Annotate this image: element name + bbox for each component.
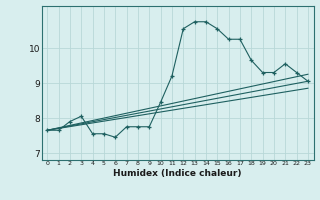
X-axis label: Humidex (Indice chaleur): Humidex (Indice chaleur): [113, 169, 242, 178]
